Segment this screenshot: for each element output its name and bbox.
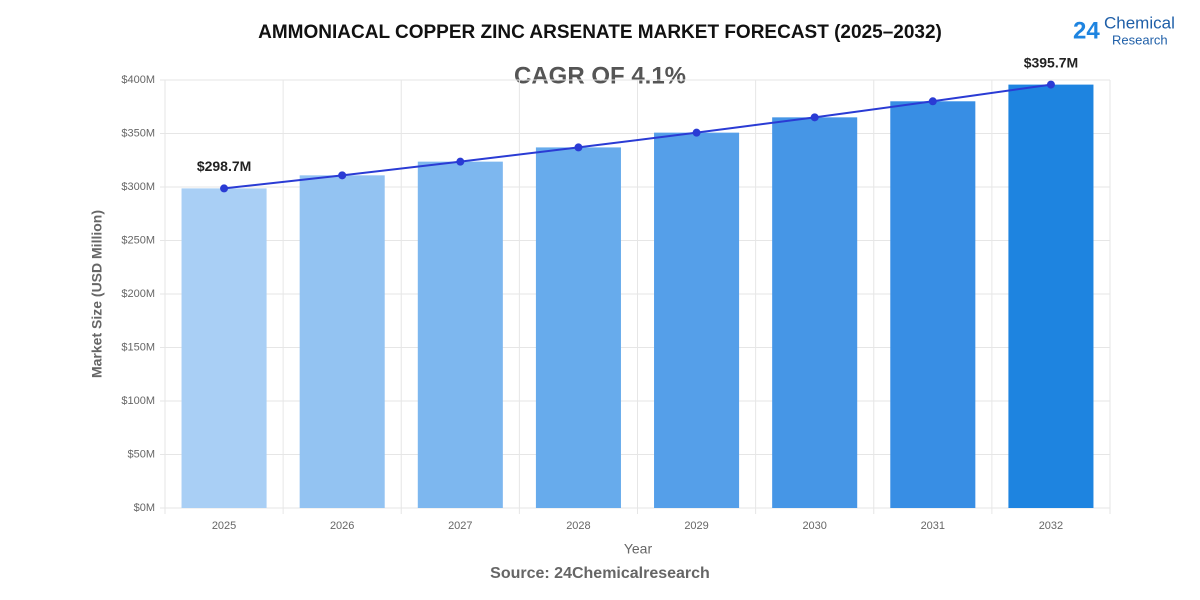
x-tick-label: 2030 xyxy=(802,520,826,532)
y-tick-label: $150M xyxy=(121,341,155,353)
logo-name: Chemical xyxy=(1104,13,1175,32)
trend-point xyxy=(1046,80,1055,89)
chart-title: AMMONIACAL COPPER ZINC ARSENATE MARKET F… xyxy=(258,22,942,43)
value-label: $395.7M xyxy=(1024,54,1078,70)
logo-tagline: Research xyxy=(1112,32,1168,47)
y-tick-label: $400M xyxy=(121,74,155,86)
bar xyxy=(181,188,267,509)
trend-point xyxy=(810,113,819,122)
x-tick-label: 2031 xyxy=(921,520,945,532)
value-label: $298.7M xyxy=(197,158,251,174)
source: Source: 24Chemicalresearch xyxy=(490,565,710,582)
y-tick-label: $250M xyxy=(121,234,155,246)
trend-point xyxy=(692,128,701,137)
y-tick-label: $300M xyxy=(121,181,155,193)
x-tick-label: 2032 xyxy=(1039,520,1063,532)
trend-line xyxy=(223,83,1052,190)
y-tick-label: $0M xyxy=(134,502,155,514)
bar xyxy=(654,132,740,509)
bar xyxy=(535,147,621,508)
bar xyxy=(890,101,976,508)
y-tick-label: $50M xyxy=(127,448,155,460)
logo-number: 24 xyxy=(1073,17,1100,44)
y-tick-label: $350M xyxy=(121,127,155,139)
x-tick-label: 2028 xyxy=(566,520,590,532)
x-tick-label: 2027 xyxy=(448,520,472,532)
trend-point xyxy=(456,157,465,166)
cagr-text: CAGR OF 4.1% xyxy=(514,62,686,89)
x-tick-label: 2025 xyxy=(212,520,236,532)
bar xyxy=(299,175,385,508)
trend-point xyxy=(220,184,229,193)
bar xyxy=(772,117,858,508)
bar xyxy=(1008,84,1094,508)
logo: 24 Chemical Research xyxy=(1073,13,1175,47)
bar xyxy=(417,161,503,509)
y-axis-label: Market Size (USD Million) xyxy=(89,210,105,378)
y-tick-label: $100M xyxy=(121,395,155,407)
trend-point xyxy=(338,171,347,180)
x-tick-label: 2029 xyxy=(684,520,708,532)
trend-point xyxy=(928,97,937,106)
x-tick-label: 2026 xyxy=(330,520,354,532)
trend-point xyxy=(574,143,583,152)
x-axis-label: Year xyxy=(624,541,653,557)
y-tick-label: $200M xyxy=(121,288,155,300)
